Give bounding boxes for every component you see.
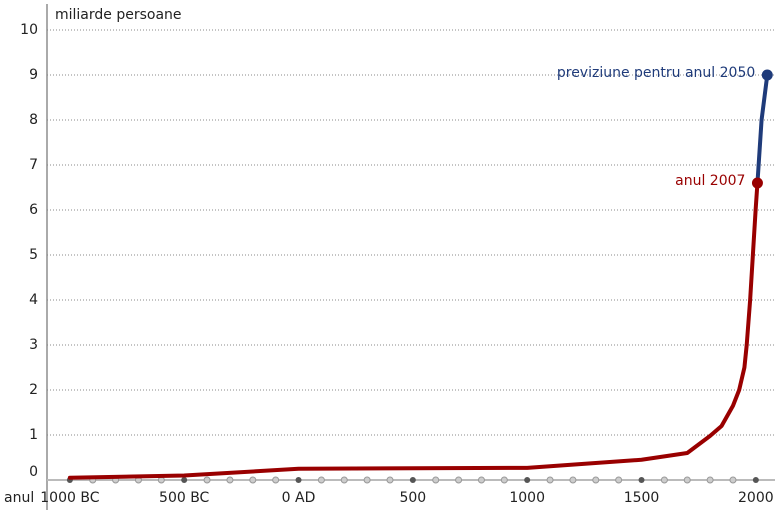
x-minor-tick: [706, 476, 714, 484]
x-minor-tick: [615, 476, 623, 484]
y-tick-label: 5: [29, 247, 38, 263]
x-minor-tick: [500, 476, 508, 484]
x-tick-label: 1000: [509, 490, 545, 506]
x-tick-label: 500 BC: [159, 490, 210, 506]
x-tick-label: 2000: [738, 490, 774, 506]
annotation: previziune pentru anul 2050: [557, 65, 755, 81]
x-tick-label: 500: [399, 490, 426, 506]
series-line: [67, 181, 760, 480]
annotation: anul 2007: [675, 173, 745, 189]
x-tick: [752, 477, 759, 483]
end-point: [761, 69, 773, 81]
x-tick-label: 1000 BC: [40, 490, 99, 506]
y-tick-label: 2: [29, 382, 38, 398]
x-tick: [638, 477, 645, 483]
y-tick-label: 0: [29, 464, 38, 480]
x-minor-tick: [432, 476, 440, 484]
x-minor-tick: [386, 476, 394, 484]
y-tick-label: 3: [29, 337, 38, 353]
y-tick-label: 4: [29, 292, 38, 308]
x-minor-tick: [317, 476, 325, 484]
x-minor-tick: [729, 476, 737, 484]
y-tick-label: 10: [20, 22, 38, 38]
series-line: [755, 73, 770, 185]
x-minor-tick: [569, 476, 577, 484]
y-axis-title: miliarde persoane: [55, 7, 182, 23]
y-tick-label: 7: [29, 157, 38, 173]
x-tick: [524, 477, 531, 483]
x-minor-tick: [455, 476, 463, 484]
x-minor-tick: [592, 476, 600, 484]
y-tick-label: 8: [29, 112, 38, 128]
x-minor-tick: [477, 476, 485, 484]
x-minor-tick: [226, 476, 234, 484]
x-tick-label: 1500: [624, 490, 660, 506]
y-tick-label: 1: [29, 427, 38, 443]
x-minor-tick: [546, 476, 554, 484]
x-minor-tick: [340, 476, 348, 484]
x-minor-tick: [683, 476, 691, 484]
x-minor-tick: [203, 476, 211, 484]
x-minor-tick: [249, 476, 257, 484]
x-minor-tick: [363, 476, 371, 484]
x-minor-tick: [272, 476, 280, 484]
x-minor-tick: [660, 476, 668, 484]
x-tick: [181, 477, 188, 483]
x-axis-title: anul: [4, 490, 34, 506]
y-tick-label: 9: [29, 67, 38, 83]
x-tick: [409, 477, 416, 483]
x-tick: [295, 477, 302, 483]
y-tick-label: 6: [29, 202, 38, 218]
x-tick-label: 0 AD: [282, 490, 316, 506]
end-point: [751, 177, 763, 189]
